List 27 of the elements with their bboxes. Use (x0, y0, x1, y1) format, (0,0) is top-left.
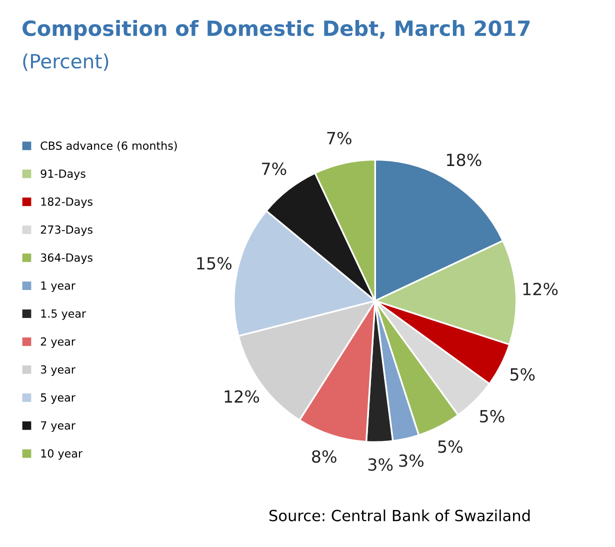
data-label: 7% (327, 132, 352, 144)
legend-label: 182-Days (41, 197, 92, 208)
legend-label: 273-Days (40, 225, 92, 236)
legend-label: 7 year (40, 421, 76, 432)
chart-subtitle: (Percent) (23, 54, 108, 71)
data-label: 5% (438, 440, 462, 453)
data-label: 18% (446, 154, 482, 166)
legend-label: 1 year (41, 282, 76, 292)
legend-label: 10 year (41, 449, 83, 460)
data-label: 12% (224, 390, 260, 403)
legend-label: 91-Days (40, 169, 86, 180)
data-label: 3% (399, 454, 424, 467)
legend-label: 364-Days (40, 253, 92, 264)
data-label: 5% (480, 410, 504, 423)
data-label: 3% (368, 458, 393, 471)
data-label: 5% (510, 368, 535, 381)
data-label: 7% (262, 162, 286, 176)
data-label: 15% (197, 257, 232, 270)
legend-label: 3 year (40, 365, 76, 376)
data-label: 8% (312, 450, 336, 463)
chart-title: Composition of Domestic Debt, March 2017 (22, 20, 530, 40)
legend-label: 5 year (40, 393, 76, 404)
legend-label: 1.5 year (41, 309, 86, 320)
data-label: 12% (523, 282, 558, 296)
source-note: Source: Central Bank of Swaziland (269, 510, 530, 522)
legend-label: CBS advance (6 months) (40, 141, 177, 152)
legend-label: 2 year (40, 337, 76, 348)
